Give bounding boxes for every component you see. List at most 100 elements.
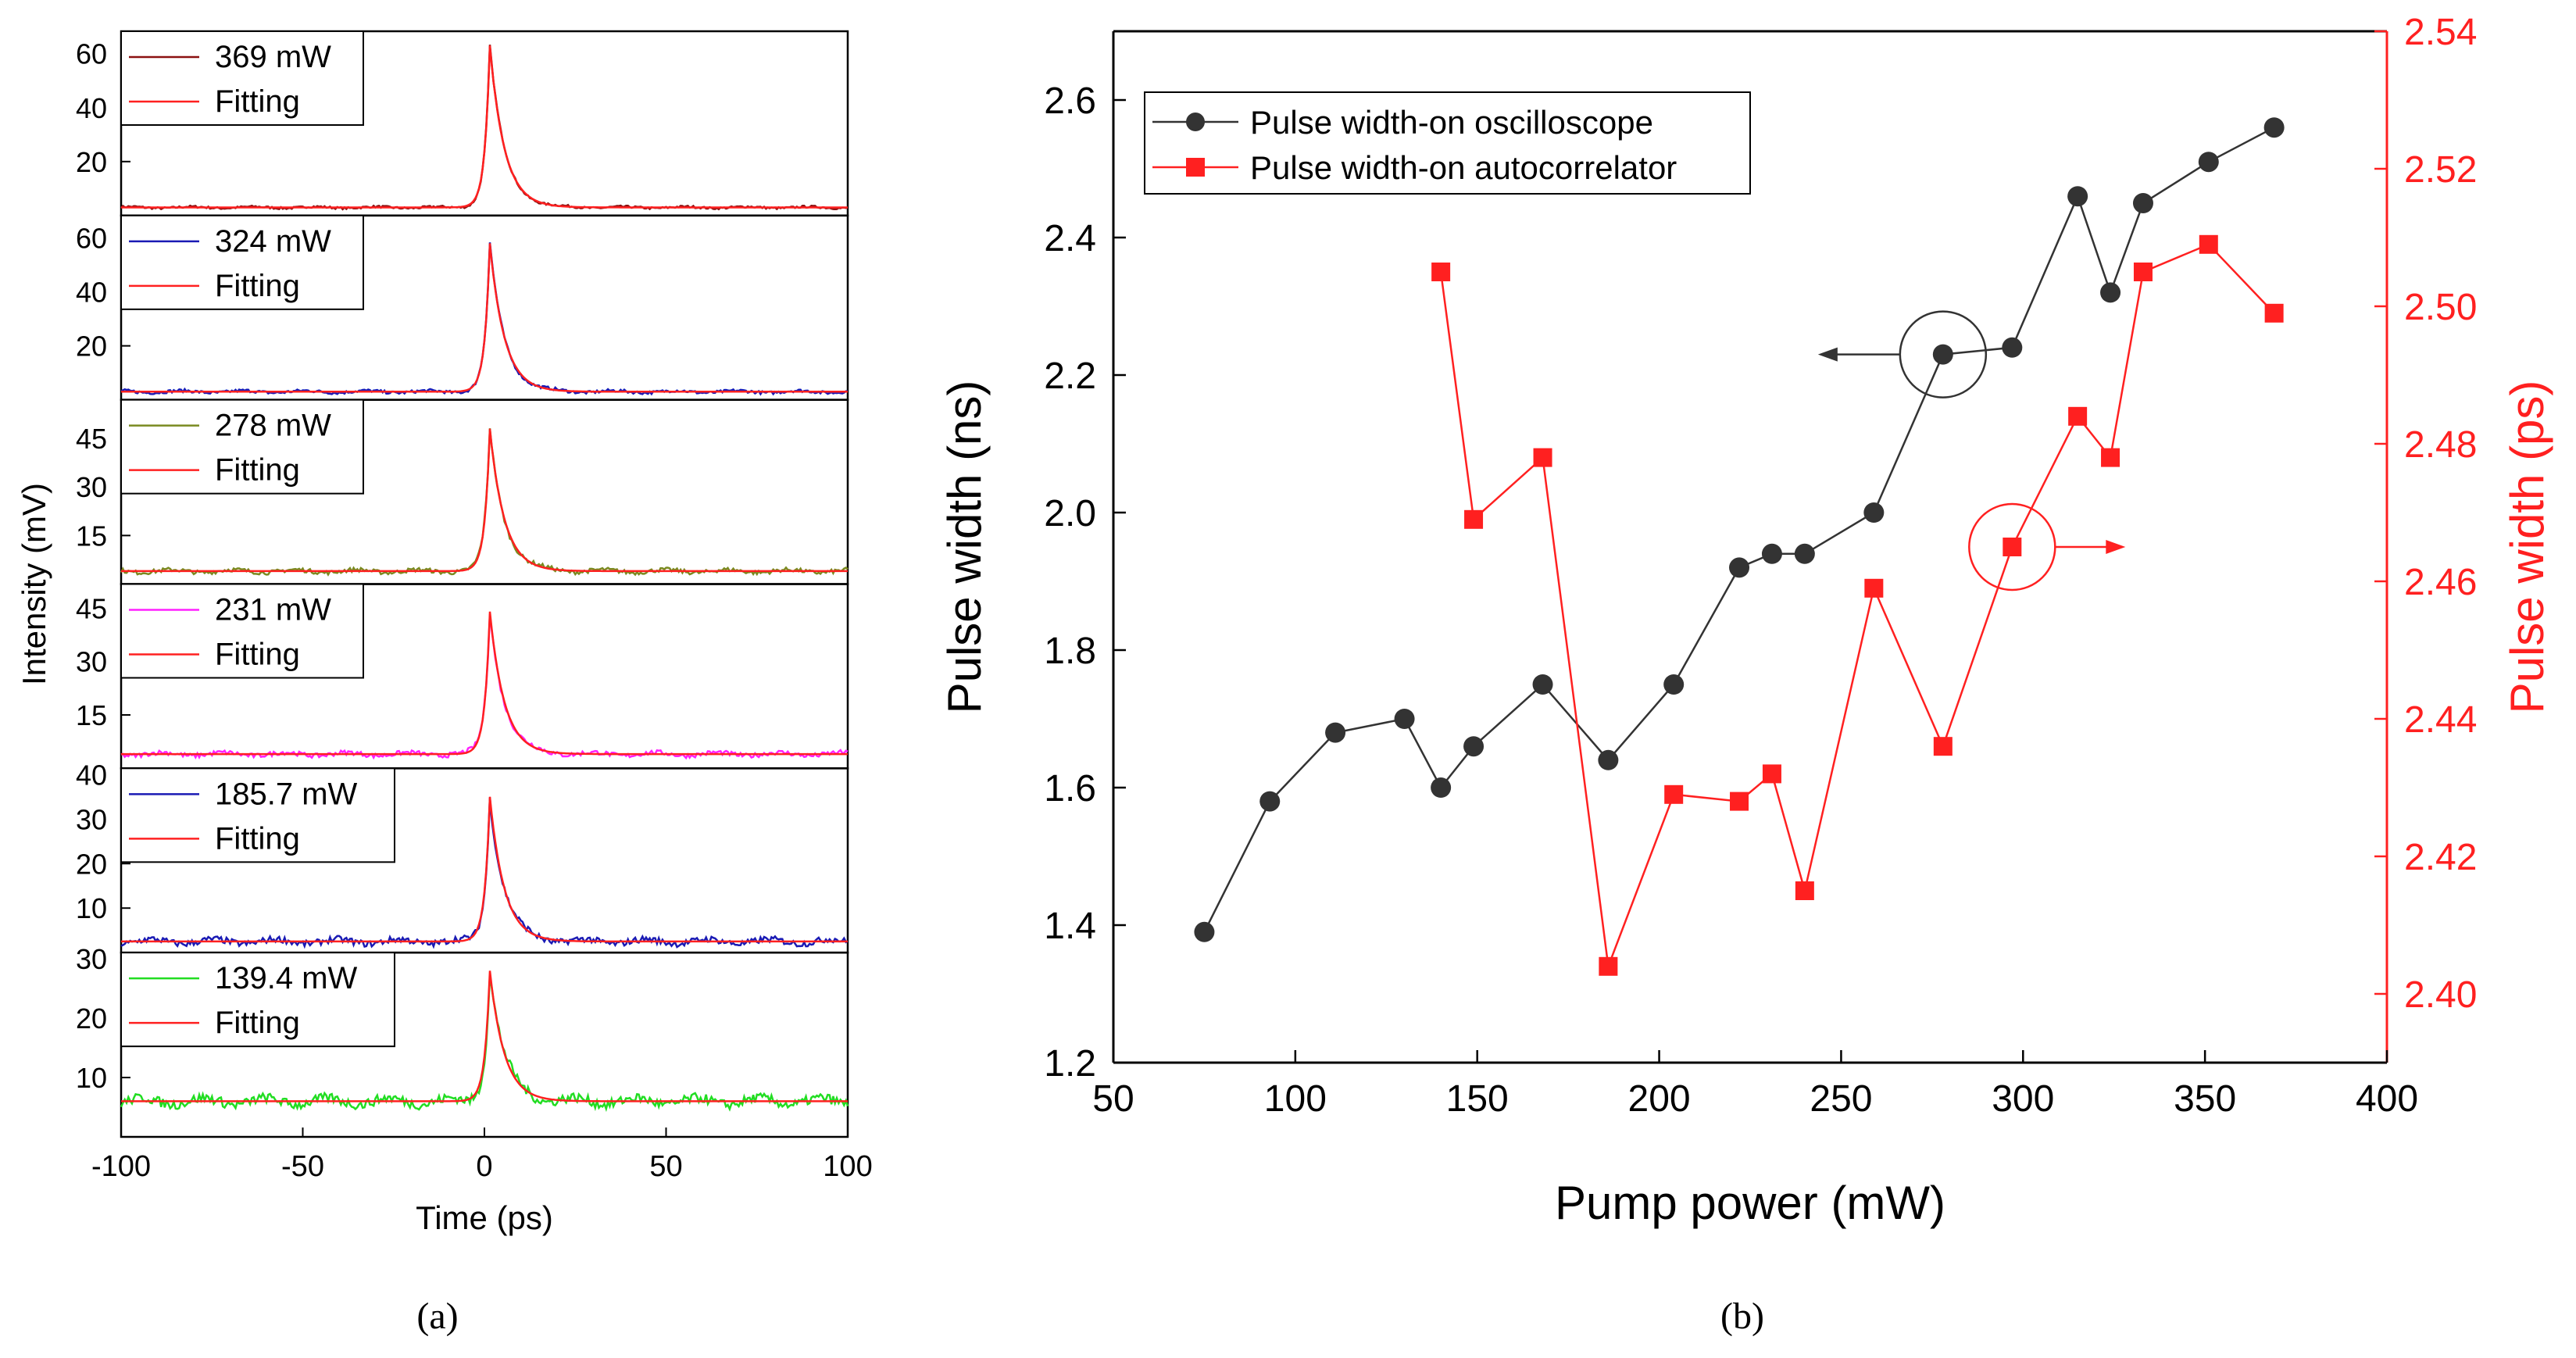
- legend-box: [120, 952, 395, 1048]
- oscilloscope-point: [1863, 502, 1885, 523]
- y-tick-label: 45: [76, 423, 107, 455]
- y-tick-label: 15: [76, 699, 107, 731]
- y-tick-label: 30: [76, 471, 107, 503]
- oscilloscope-point: [1663, 674, 1685, 695]
- oscilloscope-point: [1259, 791, 1281, 812]
- x-tick-label: 50: [1092, 1078, 1134, 1120]
- y-left-tick-label: 2.4: [1044, 218, 1096, 259]
- oscilloscope-point: [2100, 282, 2121, 303]
- oscilloscope-point: [1325, 722, 1346, 743]
- fitting-line: [121, 243, 848, 393]
- legend-label-trace: 139.4 mW: [215, 961, 358, 995]
- y-right-tick-label: 2.50: [2404, 287, 2477, 328]
- autocorrelator-point: [1533, 448, 1552, 467]
- autocorrelator-point: [2133, 263, 2153, 281]
- oscilloscope-point: [1431, 777, 1452, 798]
- legend-label-trace: 278 mW: [215, 409, 331, 443]
- autocorrelator-point: [1599, 956, 1618, 976]
- legend-marker: [1186, 158, 1205, 177]
- y-right-tick-label: 2.42: [2404, 837, 2477, 878]
- autocorrelator-point: [1762, 764, 1781, 784]
- y-tick-label: 30: [76, 646, 107, 678]
- autocorrelator-point: [2199, 234, 2218, 254]
- autocorrelator-point: [1431, 263, 1451, 281]
- autocorrelator-point: [1795, 881, 1814, 900]
- legend-label-trace: 369 mW: [215, 40, 331, 74]
- y-right-tick-label: 2.52: [2404, 149, 2477, 191]
- y-right-axis-title: Pulse width (ps): [2501, 381, 2553, 714]
- x-tick-label: -50: [281, 1150, 324, 1183]
- y-tick-label: 20: [76, 146, 107, 178]
- legend-box: [120, 398, 364, 495]
- oscilloscope-point: [2002, 337, 2023, 358]
- y-left-tick-label: 1.4: [1044, 906, 1096, 947]
- y-left-tick-label: 2.2: [1044, 356, 1096, 397]
- y-tick-label: 10: [76, 892, 107, 924]
- oscilloscope-point: [1761, 543, 1782, 564]
- panel-b-label: (b): [1720, 1295, 1764, 1337]
- oscilloscope-point: [2263, 117, 2285, 138]
- y-tick-label: 40: [76, 759, 107, 791]
- oscilloscope-point: [2198, 152, 2219, 173]
- legend-label: Pulse width-on autocorrelator: [1250, 149, 1677, 186]
- y-right-tick-label: 2.44: [2404, 699, 2477, 741]
- fitting-line: [121, 45, 848, 209]
- y-left-tick-label: 2.0: [1044, 493, 1096, 534]
- oscilloscope-point: [1194, 921, 1215, 942]
- y-tick-label: 40: [76, 92, 107, 124]
- autocorrelator-point: [2003, 538, 2022, 556]
- y-left-axis-title: Pulse width (ns): [938, 381, 991, 714]
- annotation-arrow-head: [1817, 347, 1838, 362]
- legend-label-fitting: Fitting: [215, 453, 300, 488]
- y-tick-label: 20: [76, 331, 107, 363]
- y-right-tick-label: 2.46: [2404, 562, 2477, 603]
- oscilloscope-point: [1598, 749, 1619, 770]
- x-tick-label: 100: [1264, 1078, 1327, 1120]
- x-tick-label: 350: [2174, 1078, 2236, 1120]
- y-right-tick-label: 2.54: [2404, 12, 2477, 53]
- legend-label-fitting: Fitting: [215, 1006, 300, 1040]
- y-left-tick-label: 1.6: [1044, 768, 1096, 809]
- y-tick-label: 30: [76, 943, 107, 975]
- autocorrelator-point: [1730, 792, 1749, 811]
- x-tick-label: -100: [91, 1150, 151, 1183]
- x-tick-label: 200: [1628, 1078, 1691, 1120]
- oscilloscope-point: [2132, 193, 2153, 213]
- y-tick-label: 60: [76, 38, 107, 70]
- oscilloscope-point: [1532, 674, 1553, 695]
- y-right-tick-label: 2.40: [2404, 974, 2477, 1016]
- y-tick-label: 45: [76, 592, 107, 624]
- legend-label: Pulse width-on oscilloscope: [1250, 104, 1653, 141]
- autocorrelator-point: [1464, 509, 1484, 529]
- y-tick-label: 40: [76, 277, 107, 309]
- legend-label-fitting: Fitting: [215, 638, 300, 672]
- legend-box: [1144, 91, 1751, 195]
- legend-label-fitting: Fitting: [215, 84, 300, 119]
- oscilloscope-point: [1932, 344, 1953, 365]
- legend-marker: [1186, 113, 1205, 131]
- y-axis-title: Intensity (mV): [16, 483, 52, 685]
- y-tick-label: 30: [76, 803, 107, 835]
- legend-box: [120, 767, 395, 863]
- oscilloscope-point: [1394, 709, 1415, 729]
- oscilloscope-point: [2067, 186, 2088, 207]
- oscilloscope-point: [1794, 543, 1815, 564]
- autocorrelator-point: [2068, 406, 2088, 426]
- fitting-line: [121, 428, 848, 573]
- y-left-tick-label: 1.8: [1044, 631, 1096, 672]
- x-tick-label: 50: [649, 1150, 682, 1183]
- legend-label-trace: 185.7 mW: [215, 777, 358, 811]
- panel-b: 50 100 150 200 250 300 350 400 1.2 1.4 1.6 1.8 2.0 2.…: [938, 12, 2553, 1229]
- series-line: [1439, 243, 2275, 967]
- panel-a: 20 40 60 369 mW Fitting 20 40 60 324 mW Fitting 15…: [16, 30, 873, 1236]
- autocorrelator-point: [1933, 737, 1953, 756]
- y-left-tick-label: 1.2: [1044, 1043, 1096, 1085]
- x-tick-label: 150: [1446, 1078, 1509, 1120]
- y-tick-label: 15: [76, 520, 107, 552]
- legend-label-fitting: Fitting: [215, 821, 300, 856]
- legend-box: [120, 214, 364, 310]
- panel-a-label: (a): [416, 1295, 458, 1337]
- y-right-tick-label: 2.48: [2404, 424, 2477, 466]
- annotation-arrow-head: [2106, 540, 2126, 554]
